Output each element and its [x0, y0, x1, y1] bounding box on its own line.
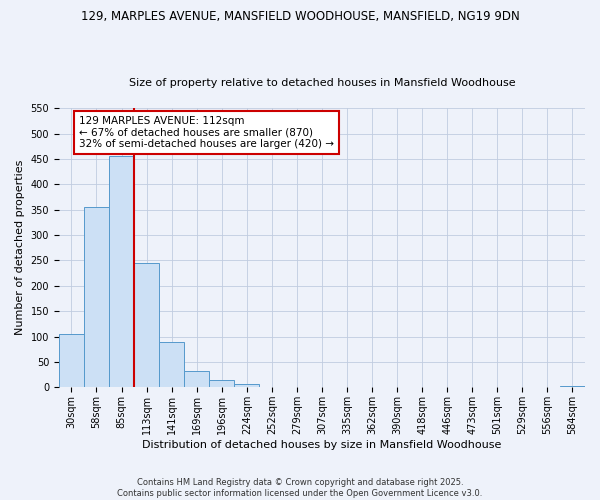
Y-axis label: Number of detached properties: Number of detached properties [15, 160, 25, 336]
Bar [159, 342, 184, 388]
Text: Contains HM Land Registry data © Crown copyright and database right 2025.
Contai: Contains HM Land Registry data © Crown c… [118, 478, 482, 498]
Bar [560, 386, 585, 388]
Bar [184, 371, 209, 388]
Bar [234, 384, 259, 388]
Text: 129, MARPLES AVENUE, MANSFIELD WOODHOUSE, MANSFIELD, NG19 9DN: 129, MARPLES AVENUE, MANSFIELD WOODHOUSE… [80, 10, 520, 23]
Bar [134, 263, 159, 388]
X-axis label: Distribution of detached houses by size in Mansfield Woodhouse: Distribution of detached houses by size … [142, 440, 502, 450]
Bar [84, 207, 109, 388]
Bar [59, 334, 84, 388]
Title: Size of property relative to detached houses in Mansfield Woodhouse: Size of property relative to detached ho… [128, 78, 515, 88]
Bar [209, 380, 234, 388]
Bar [109, 156, 134, 388]
Bar [259, 387, 284, 388]
Text: 129 MARPLES AVENUE: 112sqm
← 67% of detached houses are smaller (870)
32% of sem: 129 MARPLES AVENUE: 112sqm ← 67% of deta… [79, 116, 334, 149]
